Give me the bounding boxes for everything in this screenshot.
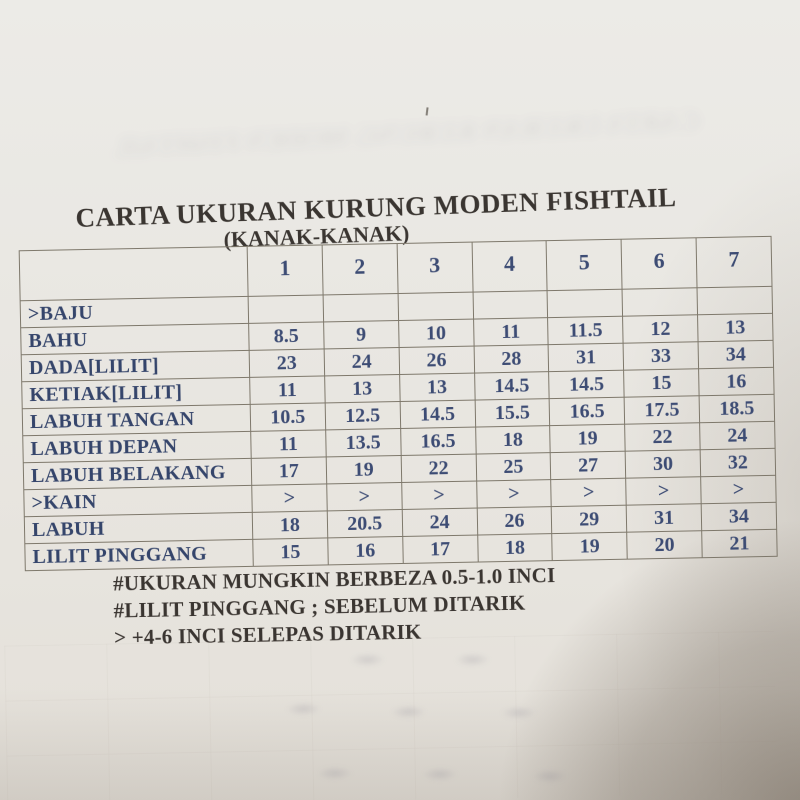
measurement-cell: 24: [323, 347, 400, 376]
measurement-cell: [248, 294, 324, 324]
measurement-cell: 15.5: [474, 398, 551, 428]
measurement-cell: 13: [697, 313, 774, 342]
measurement-cell: 13: [324, 374, 400, 403]
showthrough-ghost-table: [4, 630, 778, 800]
measurement-cell: >: [326, 482, 402, 511]
measurement-cell: 14.5: [474, 371, 550, 401]
size-column-header: 1: [247, 244, 323, 297]
measurement-cell: 16: [698, 367, 775, 396]
measurement-cell: [547, 289, 623, 318]
measurement-cell: 32: [700, 448, 776, 477]
measurement-cell: 34: [698, 340, 774, 369]
measurement-cell: 26: [476, 506, 553, 536]
measurement-cell: 16.5: [400, 427, 476, 456]
measurement-cell: 33: [623, 341, 699, 371]
measurement-cell: 13.5: [325, 428, 401, 457]
measurement-cell: >: [625, 476, 702, 506]
size-column-header: 5: [546, 239, 623, 291]
measurement-cell: [697, 286, 773, 315]
measurement-cell: 14.5: [548, 370, 625, 399]
measurement-cell: >: [476, 479, 552, 509]
measurement-cell: 20.5: [327, 509, 403, 538]
measurement-cell: [472, 290, 548, 320]
showthrough-ghost-text: CARTA UKURAN KURUNG MODEN FISHTAIL: [111, 105, 700, 164]
measurement-cell: 26: [398, 346, 475, 375]
measurement-cell: 27: [550, 451, 626, 480]
measurement-cell: 13: [399, 373, 475, 402]
header-corner-cell: [19, 246, 249, 301]
measurement-cell: >: [401, 481, 477, 510]
measurement-cell: 15: [623, 368, 700, 398]
measurement-cell: 20: [626, 530, 703, 560]
measurement-cell: 16.5: [549, 397, 625, 426]
measurement-cell: 16: [327, 536, 403, 565]
size-column-header: 2: [321, 243, 398, 295]
measurement-cell: 9: [323, 320, 399, 349]
stray-ink-mark: [425, 107, 429, 116]
measurement-cell: 19: [552, 532, 628, 561]
measurement-cell: 24: [401, 508, 478, 537]
measurement-cell: 17: [402, 535, 478, 564]
size-column-header: 6: [621, 237, 698, 290]
measurement-cell: 22: [624, 422, 701, 452]
measurement-cell: 19: [550, 424, 626, 453]
measurement-cell: 30: [625, 449, 701, 479]
row-label: LILIT PINGGANG: [24, 539, 254, 571]
measurement-cell: 28: [473, 344, 549, 374]
measurement-cell: 11.5: [547, 316, 624, 345]
measurement-cell: >: [700, 475, 777, 504]
measurement-cell: 34: [701, 502, 777, 531]
measurement-cell: 10.5: [250, 402, 326, 432]
measurement-cell: 12: [622, 314, 699, 344]
measurement-cell: 24: [699, 421, 776, 450]
measurement-cell: 17.5: [624, 395, 700, 425]
measurement-cell: [622, 287, 698, 317]
measurement-cell: 11: [250, 429, 327, 459]
measurement-cell: 23: [249, 348, 325, 378]
measurement-cell: >: [251, 483, 328, 513]
size-column-header: 3: [396, 242, 473, 294]
measurement-cell: 15: [252, 537, 329, 567]
measurement-cell: 19: [326, 455, 402, 484]
measurement-cell: 31: [626, 503, 702, 533]
measurement-cell: 17: [251, 456, 327, 486]
measurement-cell: >: [551, 478, 627, 507]
measurement-cell: 18: [477, 533, 553, 563]
size-column-header: 7: [696, 236, 773, 288]
measurement-cell: 25: [475, 452, 552, 482]
measurement-cell: 18: [252, 510, 328, 540]
measurement-cell: 14.5: [399, 400, 476, 429]
measurement-cell: 18.5: [699, 394, 775, 423]
measurement-cell: 22: [400, 454, 477, 483]
measurement-cell: 18: [475, 425, 551, 455]
measurement-cell: 31: [548, 343, 624, 372]
measurement-cell: [397, 292, 474, 321]
size-column-header: 4: [471, 240, 548, 293]
size-chart-body: >BAJU BAHU 8.5 9 10 11 11.5 12 13 DADA[LILIT] 23 24…: [20, 286, 778, 571]
measurement-cell: 11: [473, 317, 549, 347]
measurement-cell: 21: [701, 529, 778, 558]
measurement-cell: 29: [551, 505, 627, 534]
measurement-cell: 12.5: [325, 401, 401, 430]
measurement-cell: 11: [249, 375, 326, 405]
measurement-cell: 8.5: [248, 321, 324, 351]
measurement-cell: [322, 293, 399, 322]
measurement-cell: 10: [398, 319, 474, 348]
